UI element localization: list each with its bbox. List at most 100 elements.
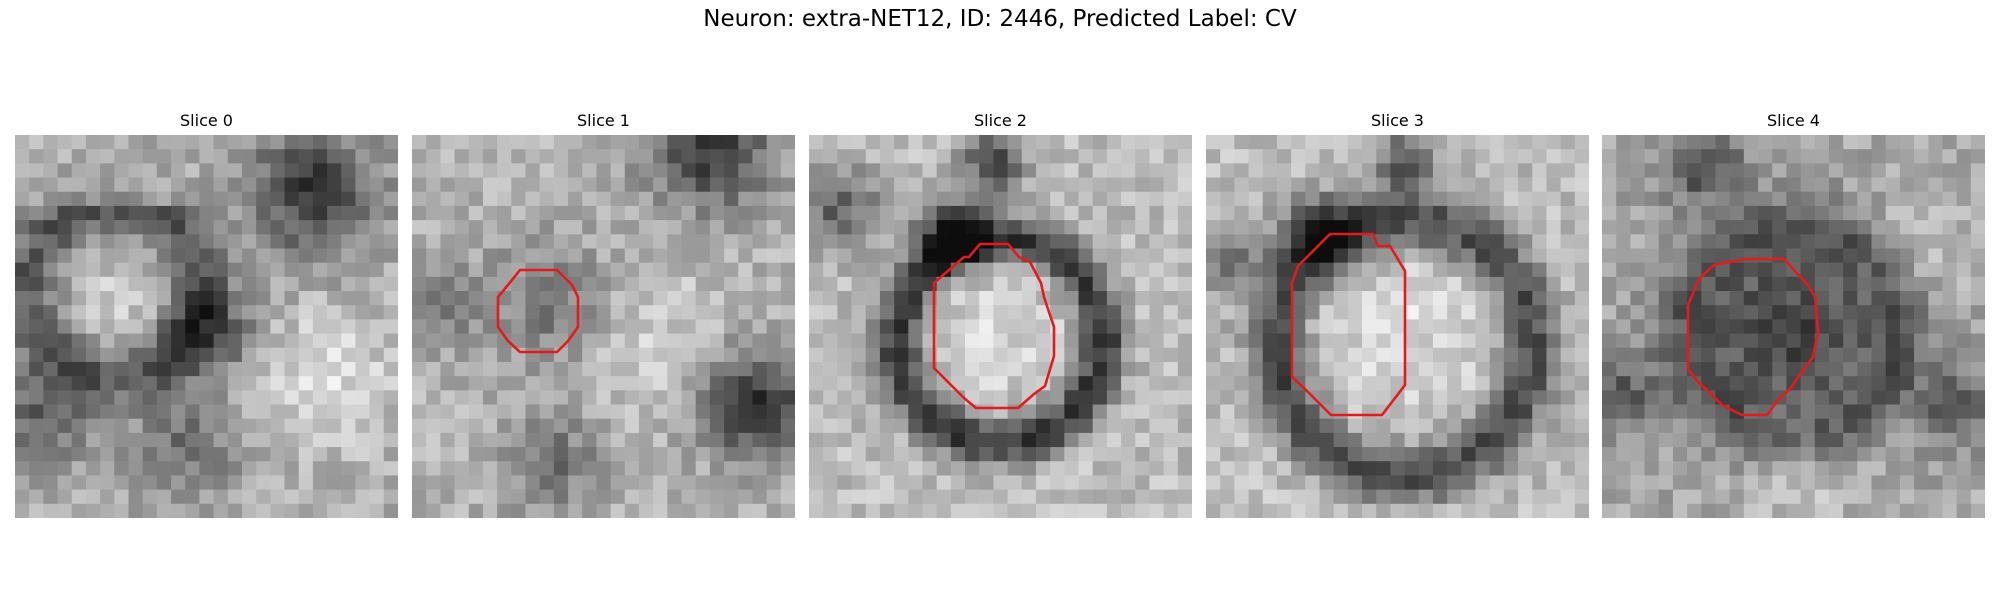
pixel-cell: [766, 205, 782, 221]
pixel-cell: [241, 432, 257, 448]
pixel-cell: [1035, 361, 1051, 377]
pixel-cell: [511, 205, 527, 221]
pixel-cell: [1092, 475, 1108, 491]
pixel-cell: [341, 361, 357, 377]
pixel-cell: [1135, 191, 1151, 207]
pixel-cell: [1630, 248, 1646, 264]
pixel-cell: [1658, 404, 1674, 420]
pixel-cell: [653, 475, 668, 491]
pixel-cell: [298, 475, 314, 491]
pixel-cell: [156, 163, 172, 179]
pixel-cell: [1914, 135, 1929, 150]
pixel-cell: [1518, 262, 1533, 278]
pixel-cell: [1362, 432, 1377, 448]
pixel-cell: [426, 276, 441, 292]
pixel-cell: [15, 234, 30, 250]
pixel-cell: [1305, 475, 1321, 491]
pixel-cell: [1743, 418, 1759, 434]
pixel-cell: [681, 319, 697, 335]
pixel-cell: [327, 333, 342, 349]
pixel-cell: [1518, 149, 1533, 164]
pixel-cell: [284, 135, 300, 150]
pixel-cell: [1658, 205, 1674, 221]
pixel-cell: [1021, 418, 1037, 434]
pixel-cell: [1149, 432, 1165, 448]
pixel-cell: [1121, 205, 1136, 221]
pixel-cell: [57, 149, 73, 164]
pixel-cell: [624, 248, 640, 264]
pixel-cell: [284, 503, 300, 518]
pixel-cell: [1644, 347, 1660, 363]
pixel-cell: [1899, 333, 1915, 349]
pixel-cell: [1786, 461, 1802, 477]
pixel-cell: [1828, 177, 1844, 193]
pixel-cell: [312, 135, 328, 150]
pixel-cell: [695, 347, 711, 363]
pixel-cell: [638, 319, 654, 335]
pixel-cell: [596, 205, 612, 221]
pixel-cell: [568, 432, 583, 448]
pixel-cell: [1262, 404, 1278, 420]
pixel-cell: [142, 503, 158, 518]
pixel-cell: [1532, 177, 1548, 193]
pixel-cell: [837, 404, 853, 420]
pixel-cell: [539, 503, 555, 518]
pixel-cell: [227, 276, 243, 292]
pixel-cell: [1333, 489, 1349, 505]
pixel-cell: [1461, 404, 1477, 420]
pixel-cell: [71, 191, 87, 207]
pixel-cell: [1899, 191, 1915, 207]
pixel-cell: [1007, 205, 1023, 221]
pixel-cell: [1729, 447, 1745, 462]
pixel-cell: [1843, 248, 1858, 264]
pixel-cell: [497, 390, 512, 406]
pixel-cell: [1220, 333, 1235, 349]
pixel-cell: [809, 305, 824, 321]
pixel-cell: [15, 205, 30, 221]
pixel-cell: [1672, 163, 1688, 179]
pixel-cell: [1106, 305, 1122, 321]
pixel-cell: [327, 361, 342, 377]
pixel-cell: [1687, 234, 1702, 250]
pixel-cell: [1701, 347, 1717, 363]
pixel-cell: [412, 163, 427, 179]
pixel-cell: [596, 234, 612, 250]
pixel-cell: [709, 432, 725, 448]
pixel-cell: [241, 234, 257, 250]
pixel-cell: [1347, 248, 1363, 264]
pixel-cell: [1758, 333, 1773, 349]
pixel-cell: [1928, 376, 1944, 391]
pixel-cell: [1857, 262, 1873, 278]
pixel-cell: [1418, 276, 1434, 292]
pixel-cell: [71, 390, 87, 406]
pixel-cell: [482, 234, 498, 250]
pixel-cell: [256, 305, 271, 321]
pixel-cell: [355, 404, 371, 420]
pixel-cell: [1220, 390, 1235, 406]
pixel-cell: [57, 205, 73, 221]
pixel-cell: [624, 191, 640, 207]
pixel-cell: [256, 361, 271, 377]
pixel-cell: [695, 149, 711, 164]
pixel-cell: [1928, 503, 1944, 518]
pixel-cell: [142, 404, 158, 420]
pixel-cell: [709, 361, 725, 377]
pixel-cell: [1149, 248, 1165, 264]
pixel-cell: [71, 276, 87, 292]
pixel-cell: [156, 262, 172, 278]
pixel-cell: [1532, 319, 1548, 335]
pixel-cell: [426, 149, 441, 164]
pixel-cell: [1333, 319, 1349, 335]
pixel-cell: [1106, 432, 1122, 448]
pixel-cell: [709, 347, 725, 363]
pixel-cell: [1347, 404, 1363, 420]
pixel-cell: [1262, 376, 1278, 391]
pixel-cell: [1248, 376, 1264, 391]
pixel-cell: [1149, 376, 1165, 391]
pixel-cell: [270, 447, 286, 462]
pixel-cell: [227, 418, 243, 434]
pixel-cell: [511, 475, 527, 491]
pixel-cell: [15, 305, 30, 321]
pixel-cell: [596, 447, 612, 462]
pixel-cell: [270, 205, 286, 221]
